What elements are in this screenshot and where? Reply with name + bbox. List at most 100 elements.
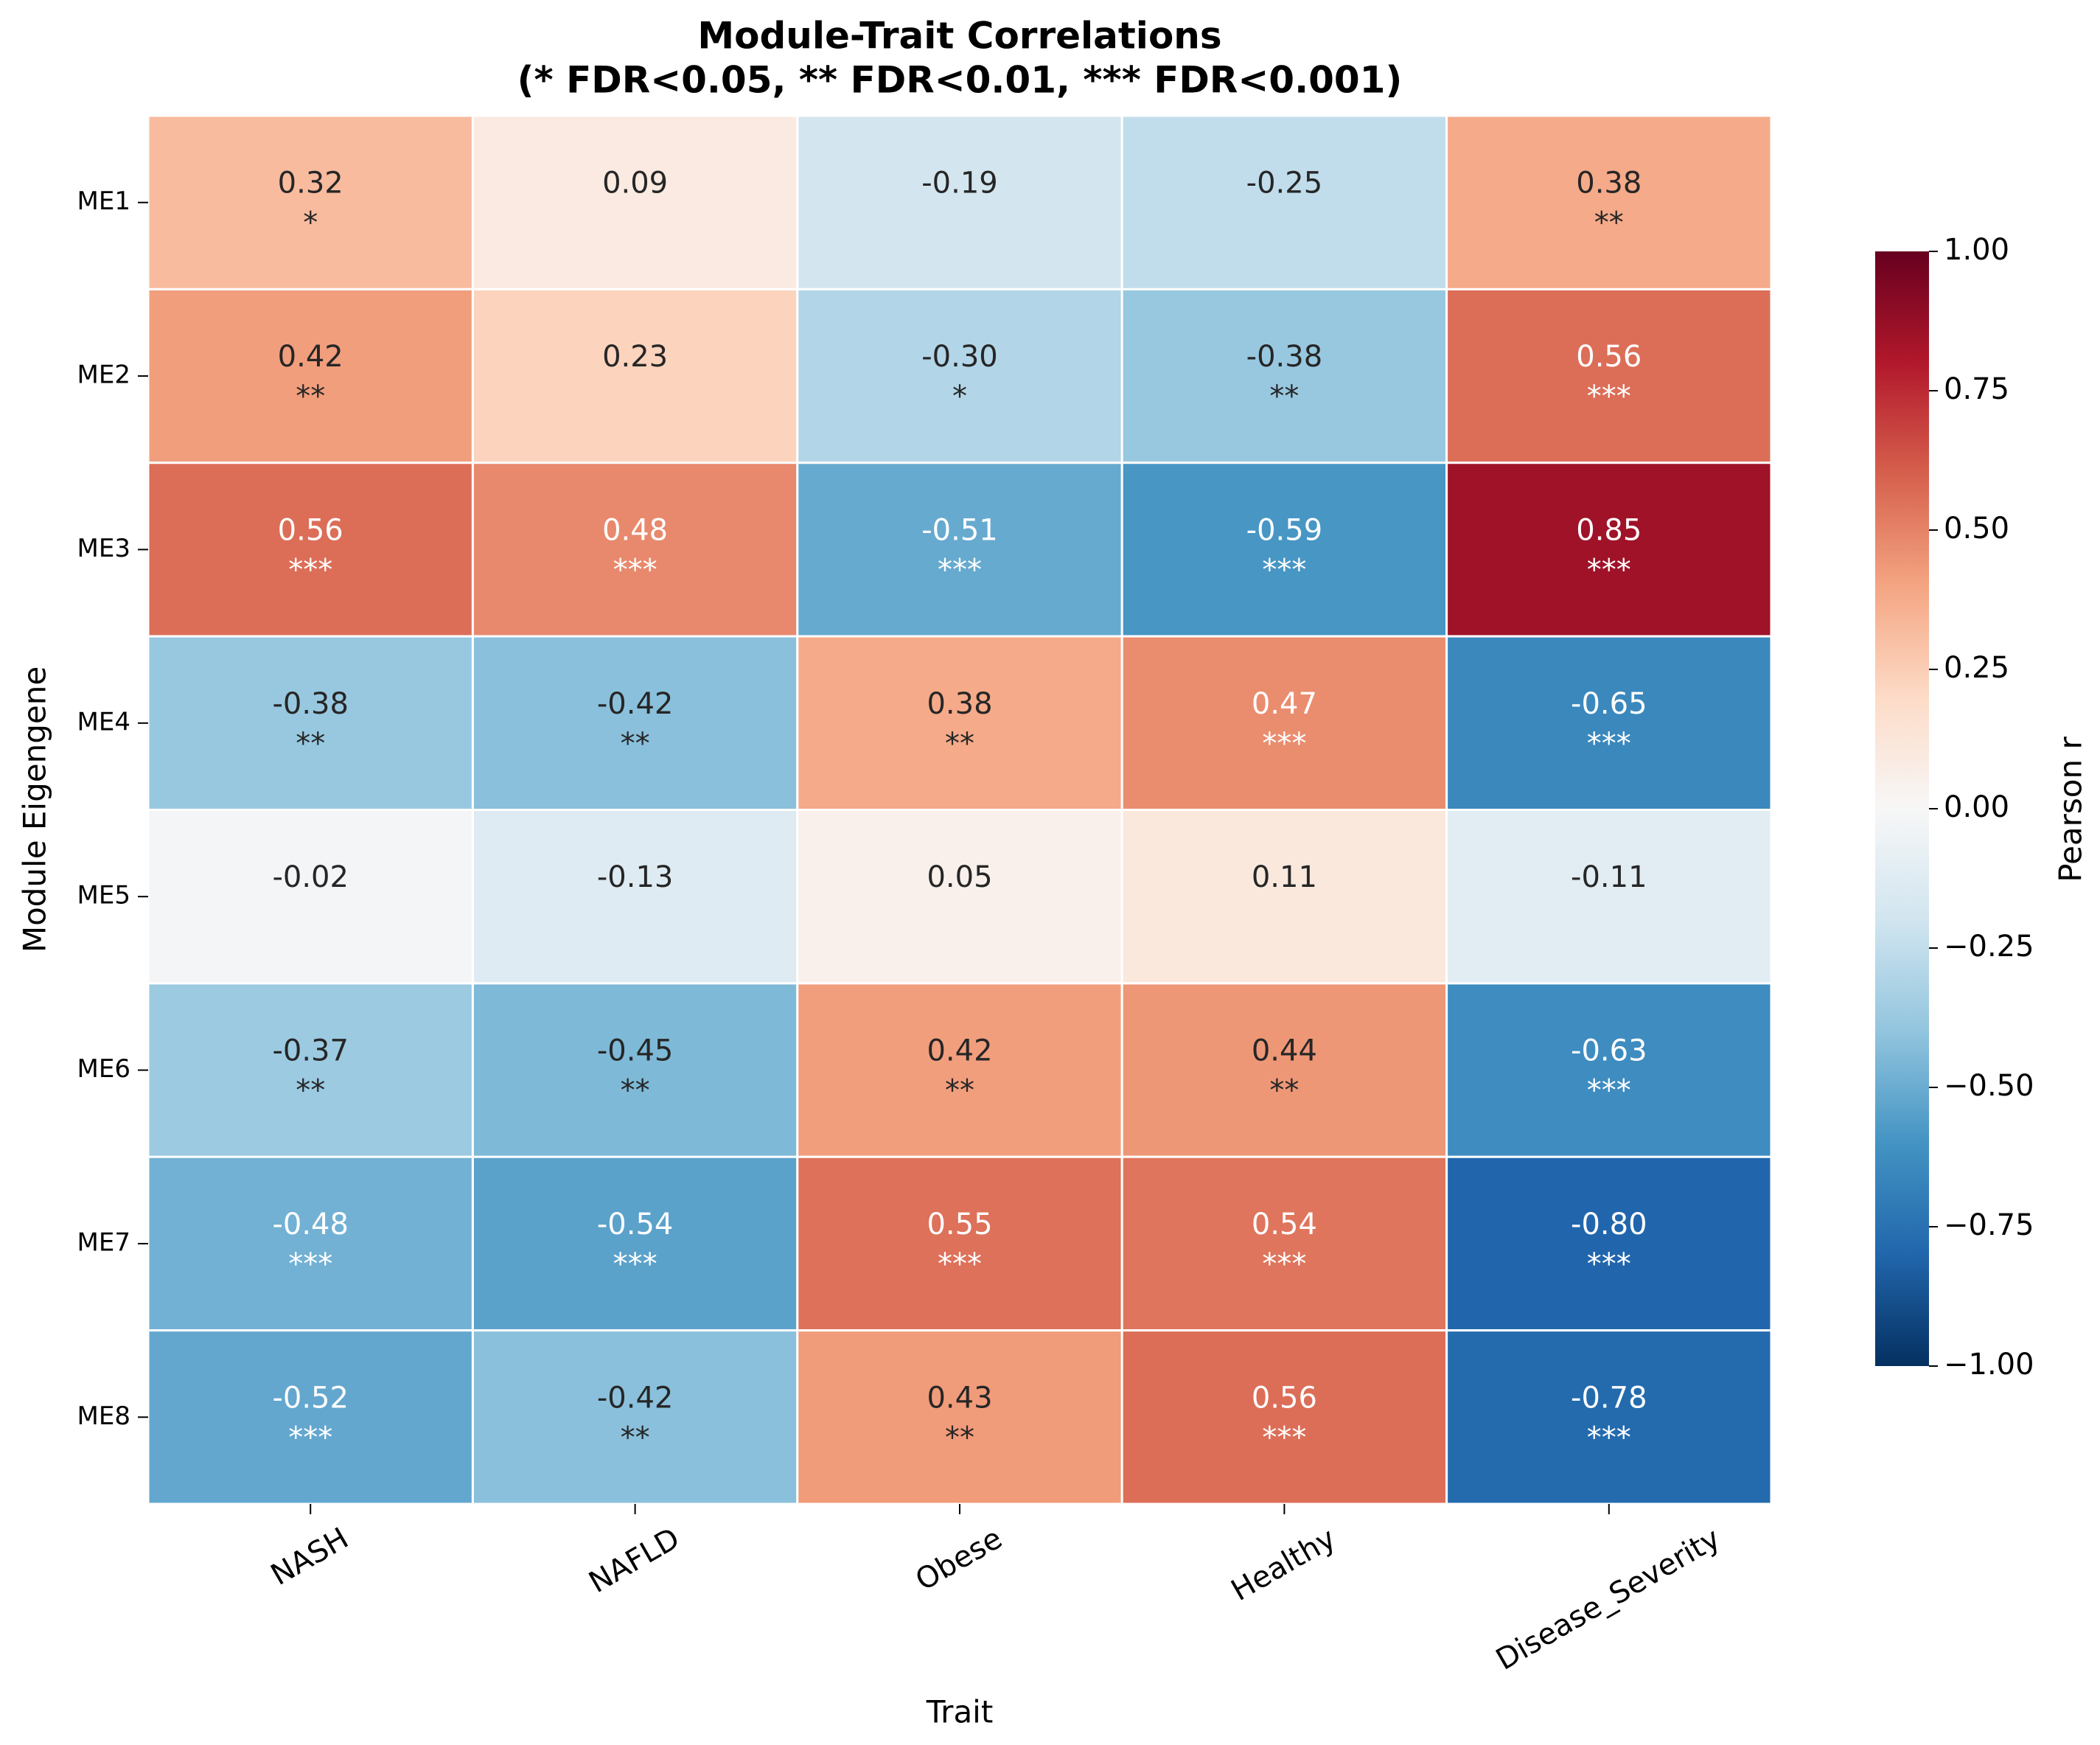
cell-value-label: 0.42 [927, 1034, 992, 1068]
cell-value-label: 0.44 [1252, 1034, 1317, 1068]
significance-stars: *** [288, 553, 332, 587]
heatmap-cell [796, 461, 1123, 638]
heatmap-cell [1120, 1329, 1448, 1505]
heatmap-cell [147, 461, 474, 638]
cell-value-label: -0.59 [1246, 513, 1323, 547]
y-tick-label: ME2 [77, 361, 130, 390]
y-tick-label: ME1 [77, 187, 130, 216]
heatmap-cell [1120, 114, 1448, 290]
significance-stars: ** [945, 727, 974, 761]
y-axis-label: Module Eigengene [17, 666, 53, 952]
heatmap-cell [1445, 1329, 1773, 1505]
cell-value-label: 0.43 [927, 1381, 992, 1415]
y-tick-label: ME4 [77, 707, 130, 736]
y-tick-label: ME5 [77, 881, 130, 910]
cell-value-label: 0.55 [927, 1208, 992, 1241]
heatmap-cell [1445, 635, 1773, 811]
cell-value-label: 0.05 [927, 860, 992, 894]
heatmap-cell [1445, 809, 1773, 985]
significance-stars: *** [613, 553, 657, 587]
cell-value-label: -0.11 [1571, 860, 1647, 894]
significance-stars: ** [1269, 380, 1299, 414]
cell-value-label: 0.47 [1252, 687, 1317, 721]
cell-value-label: -0.80 [1571, 1208, 1647, 1241]
cell-value-label: 0.56 [278, 513, 343, 547]
significance-stars: ** [945, 1074, 974, 1108]
significance-stars: *** [613, 1247, 657, 1281]
heatmap-cell [471, 461, 799, 638]
significance-stars: *** [1587, 1421, 1631, 1455]
colorbar-tick-label: 0.75 [1944, 372, 2009, 406]
heatmap-cell [796, 635, 1123, 811]
colorbar-tick-label: −0.25 [1944, 930, 2034, 964]
significance-stars: *** [288, 1421, 332, 1455]
x-tick-label: Obese [910, 1522, 1008, 1598]
colorbar [1875, 251, 1929, 1366]
colorbar-tick-label: 1.00 [1944, 233, 2009, 267]
heatmap-cell [471, 114, 799, 290]
significance-stars: *** [938, 553, 982, 587]
heatmap-cell [1120, 288, 1448, 464]
significance-stars: * [952, 380, 967, 414]
significance-stars: *** [1262, 727, 1306, 761]
heatmap-cell [1445, 982, 1773, 1158]
significance-stars: *** [1262, 553, 1306, 587]
significance-stars: ** [296, 727, 325, 761]
cell-value-label: -0.02 [272, 860, 349, 894]
colorbar-tick-label: 0.00 [1944, 790, 2009, 824]
heatmap-cell [147, 1329, 474, 1505]
significance-stars: ** [1594, 206, 1624, 240]
heatmap-cell [471, 982, 799, 1158]
significance-stars: *** [1587, 727, 1631, 761]
heatmap-cell [471, 635, 799, 811]
heatmap-cell [796, 809, 1123, 985]
cell-value-label: 0.56 [1252, 1381, 1317, 1415]
significance-stars: ** [296, 380, 325, 414]
chart-title: Module-Trait Correlations [697, 15, 1221, 58]
heatmap-cell [1120, 461, 1448, 638]
heatmap-cell [147, 1155, 474, 1332]
cell-value-label: 0.56 [1576, 340, 1642, 374]
x-tick-label: NAFLD [583, 1522, 686, 1601]
chart-subtitle: (* FDR<0.05, ** FDR<0.01, *** FDR<0.001) [517, 59, 1403, 102]
cell-value-label: -0.42 [597, 1381, 674, 1415]
cell-value-label: -0.54 [597, 1208, 674, 1241]
significance-stars: *** [1262, 1421, 1306, 1455]
colorbar-tick-label: −1.00 [1944, 1348, 2034, 1382]
y-tick-label: ME6 [77, 1054, 130, 1084]
cell-value-label: -0.30 [921, 340, 998, 374]
cell-value-label: -0.38 [272, 687, 349, 721]
significance-stars: ** [621, 1074, 650, 1108]
y-tick-label: ME8 [77, 1401, 130, 1431]
heatmap-cell [147, 809, 474, 985]
heatmap-cell [1120, 635, 1448, 811]
significance-stars: *** [1587, 1247, 1631, 1281]
cell-value-label: -0.78 [1571, 1381, 1647, 1415]
heatmap-cell [796, 288, 1123, 464]
cell-value-label: -0.45 [597, 1034, 674, 1068]
significance-stars: *** [938, 1247, 982, 1281]
cell-value-label: -0.48 [272, 1208, 349, 1241]
y-tick-label: ME3 [77, 534, 130, 563]
significance-stars: ** [1269, 1074, 1299, 1108]
significance-stars: ** [621, 1421, 650, 1455]
cell-value-label: 0.85 [1576, 513, 1642, 547]
significance-stars: *** [1262, 1247, 1306, 1281]
cell-value-label: -0.65 [1571, 687, 1647, 721]
cell-value-label: -0.52 [272, 1381, 349, 1415]
heatmap-cell [796, 1329, 1123, 1505]
x-tick-label: NASH [265, 1522, 355, 1592]
cell-value-label: -0.51 [921, 513, 998, 547]
cell-value-label: 0.48 [602, 513, 668, 547]
colorbar-tick-label: 0.25 [1944, 651, 2009, 685]
cell-value-label: 0.54 [1252, 1208, 1317, 1241]
cell-value-label: -0.25 [1246, 167, 1323, 201]
significance-stars: ** [621, 727, 650, 761]
heatmap-cell [1120, 1155, 1448, 1332]
heatmap-cell [471, 809, 799, 985]
significance-stars: * [303, 206, 318, 240]
colorbar-tick-label: −0.75 [1944, 1208, 2034, 1242]
cell-value-label: 0.32 [278, 167, 343, 201]
heatmap-cell [1445, 288, 1773, 464]
